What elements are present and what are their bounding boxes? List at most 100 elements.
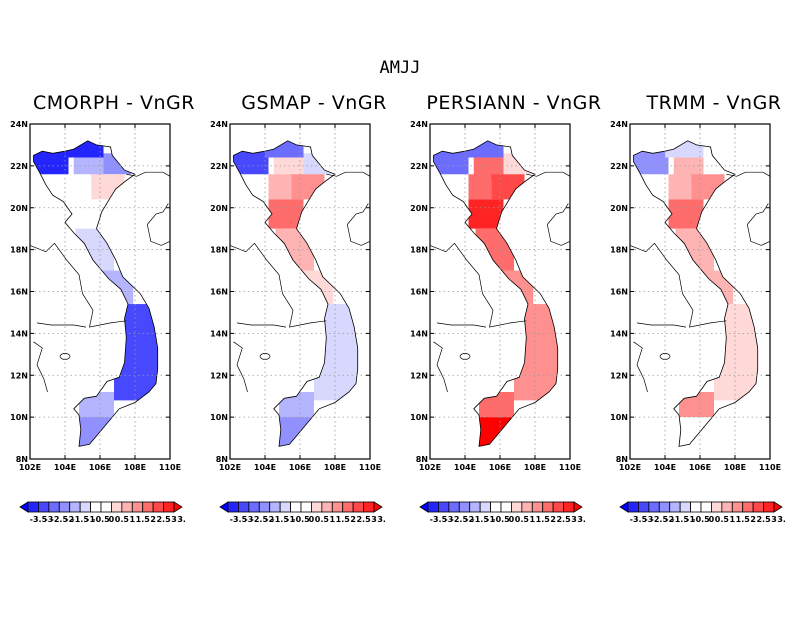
colorbar-label: -3.5 [30, 515, 48, 524]
anomaly-cell [268, 174, 292, 200]
lat-tick-label: 16N [10, 288, 28, 297]
colorbar-swatch [521, 501, 533, 513]
anomaly-cell [698, 270, 734, 305]
lat-tick-label: 10N [610, 413, 628, 422]
colorbar-label: 2.5 [156, 515, 171, 524]
colorbar-arrow-right [373, 501, 383, 513]
colorbar-swatch [331, 501, 344, 513]
country-border [36, 322, 87, 328]
colorbar: -3.5-3-2.5-2-1.5-1-0.500.511.522.533.5 [19, 501, 186, 524]
anomaly-cell [314, 304, 358, 401]
anomaly-cell [691, 174, 725, 200]
country-border [126, 171, 171, 177]
colorbar-label: 2 [350, 515, 356, 524]
colorbar-label: 1 [129, 515, 135, 524]
lon-tick-label: 106E [89, 463, 111, 472]
colorbar-swatch [438, 501, 450, 513]
country-border [629, 242, 727, 328]
anomaly-cell [73, 157, 104, 179]
lon-tick-label: 102E [19, 463, 41, 472]
lat-tick-label: 16N [410, 288, 428, 297]
anomaly-cell [668, 174, 692, 200]
lat-tick-label: 24N [210, 120, 228, 129]
colorbar: -3.5-3-2.5-2-1.5-1-0.500.511.522.533.5 [419, 501, 586, 524]
colorbar-swatch [27, 501, 39, 513]
colorbar-label: 3.5 [777, 515, 786, 524]
country-border [636, 322, 687, 328]
panel-title: GSMAP - VnGR [241, 92, 387, 114]
colorbar-label: -1 [86, 515, 95, 524]
anomaly-cell [475, 228, 514, 271]
anomaly-cell [75, 228, 114, 271]
lon-tick-label: 106E [289, 463, 311, 472]
colorbar-label: 2.5 [556, 515, 571, 524]
colorbar-label: 3 [171, 515, 177, 524]
lon-tick-label: 110E [359, 463, 381, 472]
lat-tick-label: 12N [10, 371, 28, 380]
colorbar-label: 1 [529, 515, 535, 524]
lon-tick-label: 104E [654, 463, 676, 472]
colorbar-arrow-left [19, 501, 29, 513]
colorbar-swatch [448, 501, 460, 513]
colorbar: -3.5-3-2.5-2-1.5-1-0.500.511.522.533.5 [219, 501, 386, 524]
map-panel-gsmap: GSMAP - VnGR 24N 22N 20N 18N 16N 14N 12N 10N 8N 1… [210, 88, 414, 478]
colorbar-label: -2.5 [51, 515, 69, 524]
colorbar-swatch [121, 501, 133, 513]
colorbar-swatch [69, 501, 81, 513]
colorbar-label: 2.5 [756, 515, 771, 524]
colorbar-swatch [227, 501, 239, 513]
lon-tick-label: 106E [489, 463, 511, 472]
country-border [236, 322, 287, 328]
colorbar-label: 3.5 [577, 515, 586, 524]
colorbar-swatch [321, 501, 333, 513]
lon-tick-label: 104E [254, 463, 276, 472]
anomaly-cell [514, 304, 558, 401]
anomaly-cell [498, 270, 534, 305]
colorbar-swatch [48, 501, 60, 513]
colorbar-label: 2 [150, 515, 156, 524]
lat-tick-label: 12N [410, 371, 428, 380]
lat-tick-label: 16N [210, 288, 228, 297]
colorbar-label: -2 [465, 515, 474, 524]
panel-title: PERSIANN - VnGR [426, 92, 602, 114]
lon-tick-label: 102E [619, 463, 641, 472]
colorbar-swatch [238, 501, 250, 513]
colorbar-swatch [731, 501, 744, 513]
colorbar-swatch [248, 501, 260, 513]
colorbar-swatch [38, 501, 50, 513]
panel-title: CMORPH - VnGR [33, 92, 195, 114]
lat-tick-label: 20N [410, 204, 428, 213]
map-panel-trmm: TRMM - VnGR 24N 22N 20N 18N 16N 14N 12N 10N 8N 10… [610, 88, 800, 478]
coastline [633, 140, 759, 447]
lon-tick-label: 108E [124, 463, 146, 472]
colorbar-swatch [90, 501, 102, 513]
colorbar-label: -1 [686, 515, 695, 524]
colorbar-label: 3 [371, 515, 377, 524]
colorbar-swatch [669, 501, 681, 513]
lon-tick-label: 106E [689, 463, 711, 472]
colorbar-label: 3.5 [377, 515, 386, 524]
anomaly-cell [98, 270, 134, 305]
colorbar-swatch [752, 501, 764, 513]
colorbar-label: 2 [550, 515, 556, 524]
lat-tick-label: 22N [610, 162, 628, 171]
country-border [146, 203, 171, 246]
country-border [726, 171, 771, 177]
lat-tick-label: 18N [410, 246, 428, 255]
anomaly-cell [298, 270, 334, 305]
colorbar-label: -2 [265, 515, 274, 524]
colorbar-arrow-left [419, 501, 429, 513]
colorbar-label: 0 [109, 515, 115, 524]
colorbar-label: -2 [665, 515, 674, 524]
figure-title: AMJJ [379, 58, 421, 78]
colorbar-label: -0.5 [492, 515, 510, 524]
colorbar-swatch [131, 501, 144, 513]
lon-tick-label: 104E [454, 463, 476, 472]
colorbar-label: 0 [309, 515, 315, 524]
colorbar-arrow-right [573, 501, 583, 513]
map-panel-cmorph: CMORPH - VnGR 24N 22N 20N 18N 16N 14N 12N 10N 8N… [10, 88, 214, 478]
lat-tick-label: 22N [210, 162, 228, 171]
colorbar-swatch [679, 501, 691, 513]
colorbar-label: 0.5 [315, 515, 330, 524]
